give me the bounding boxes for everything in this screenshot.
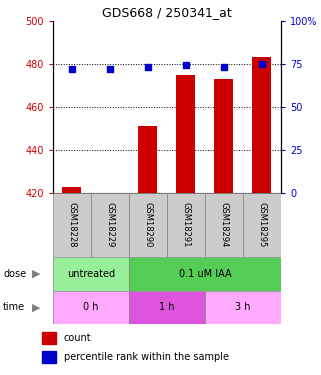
Text: GSM18229: GSM18229 (105, 202, 115, 248)
Bar (167, 193, 205, 257)
Point (145, 64, 151, 70)
Text: dose: dose (3, 269, 26, 279)
Text: 3 h: 3 h (235, 303, 251, 312)
Text: untreated: untreated (67, 269, 115, 279)
Bar (205, 193, 243, 257)
Point (183, 63, 188, 69)
Bar (42, 351, 56, 363)
Text: 1 h: 1 h (159, 303, 175, 312)
Bar (63, 187, 82, 193)
Text: GSM18294: GSM18294 (219, 202, 229, 248)
Bar (252, 57, 271, 193)
Bar (214, 79, 233, 193)
Text: GSM18290: GSM18290 (143, 202, 152, 248)
Text: 0.1 uM IAA: 0.1 uM IAA (178, 269, 231, 279)
Bar (91, 193, 129, 257)
Bar (205, 291, 281, 324)
Text: 0 h: 0 h (83, 303, 99, 312)
Point (69, 66, 74, 72)
Bar (42, 332, 56, 344)
Point (221, 64, 227, 70)
Bar (129, 257, 281, 291)
Bar (177, 75, 195, 193)
Bar (129, 291, 205, 324)
Bar (243, 193, 281, 257)
Bar (129, 193, 167, 257)
Bar (53, 193, 91, 257)
Bar (53, 257, 129, 291)
Point (107, 66, 113, 72)
Text: GSM18295: GSM18295 (257, 202, 266, 248)
Point (259, 61, 265, 67)
Text: ▶: ▶ (32, 303, 40, 312)
Text: time: time (3, 303, 25, 312)
Bar (138, 126, 157, 193)
Text: percentile rank within the sample: percentile rank within the sample (64, 352, 229, 362)
Text: ▶: ▶ (32, 269, 40, 279)
Text: count: count (64, 333, 91, 344)
Text: GSM18228: GSM18228 (67, 202, 76, 248)
Title: GDS668 / 250341_at: GDS668 / 250341_at (102, 6, 232, 20)
Bar (53, 291, 129, 324)
Text: GSM18291: GSM18291 (181, 202, 190, 248)
